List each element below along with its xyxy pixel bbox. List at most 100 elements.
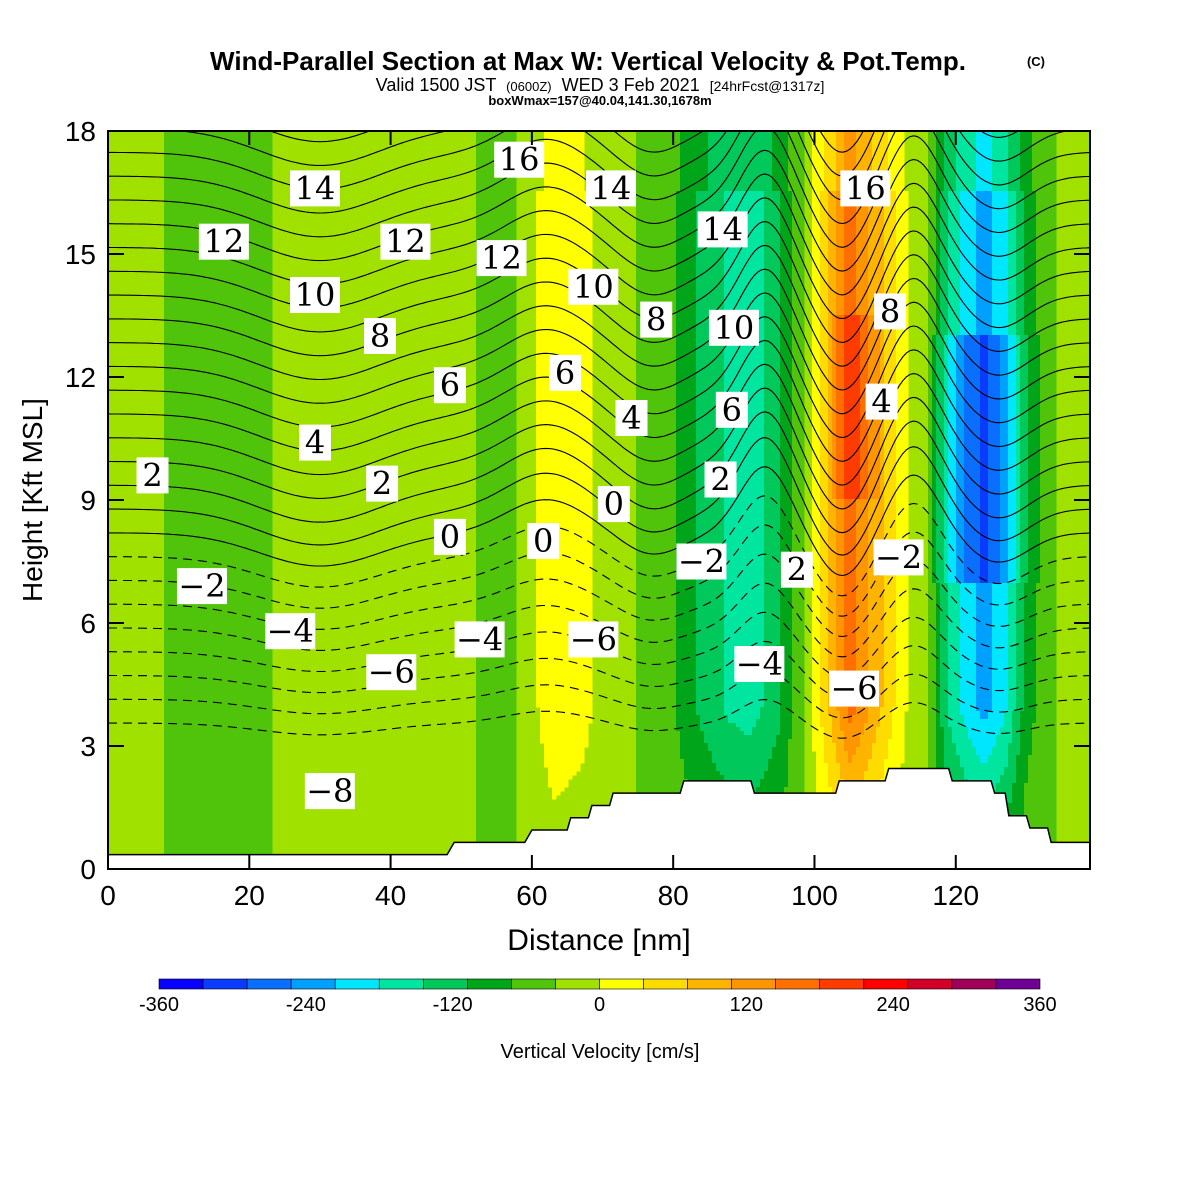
velocity-cell [252, 135, 257, 140]
velocity-cell [168, 583, 173, 588]
velocity-cell [240, 403, 245, 408]
velocity-cell [204, 727, 209, 732]
velocity-cell [240, 263, 245, 268]
velocity-cell [192, 311, 197, 316]
velocity-cell [220, 627, 225, 632]
velocity-cell [212, 455, 217, 460]
velocity-cell [208, 319, 213, 324]
velocity-cell [208, 699, 213, 704]
velocity-cell [240, 439, 245, 444]
velocity-cell [188, 687, 193, 692]
velocity-cell [176, 471, 181, 476]
velocity-cell [184, 495, 189, 500]
velocity-cell [196, 795, 201, 800]
velocity-cell [164, 411, 169, 416]
velocity-cell [224, 491, 229, 496]
velocity-cell [260, 743, 265, 748]
velocity-cell [264, 823, 269, 828]
velocity-cell [252, 803, 257, 808]
velocity-cell [172, 207, 177, 212]
velocity-cell [228, 167, 233, 172]
velocity-cell [260, 231, 265, 236]
velocity-cell [188, 603, 193, 608]
velocity-cell [180, 511, 185, 516]
velocity-cell [164, 207, 169, 212]
velocity-cell [188, 339, 193, 344]
velocity-cell [248, 651, 253, 656]
velocity-cell [184, 823, 189, 828]
velocity-cell [188, 827, 193, 832]
velocity-cell [180, 263, 185, 268]
velocity-cell [208, 799, 213, 804]
velocity-cell [208, 339, 213, 344]
velocity-cell [252, 443, 257, 448]
velocity-cell [248, 319, 253, 324]
velocity-cell [188, 275, 193, 280]
velocity-cell [220, 655, 225, 660]
velocity-cell [268, 683, 273, 688]
velocity-cell [196, 271, 201, 276]
velocity-cell [236, 427, 241, 432]
velocity-cell [172, 479, 177, 484]
velocity-cell [184, 755, 189, 760]
velocity-cell [220, 475, 225, 480]
velocity-cell [192, 659, 197, 664]
velocity-cell [260, 775, 265, 780]
velocity-cell [236, 407, 241, 412]
velocity-cell [264, 675, 269, 680]
velocity-cell [248, 607, 253, 612]
velocity-cell [248, 367, 253, 372]
velocity-cell [172, 335, 177, 340]
velocity-cell [220, 699, 225, 704]
velocity-cell [240, 815, 245, 820]
velocity-cell [228, 279, 233, 284]
velocity-cell [252, 763, 257, 768]
velocity-cell [168, 403, 173, 408]
velocity-cell [172, 315, 177, 320]
velocity-cell [256, 491, 261, 496]
velocity-cell [184, 551, 189, 556]
velocity-cell [184, 323, 189, 328]
velocity-cell [240, 747, 245, 752]
velocity-cell [268, 403, 273, 408]
velocity-cell [260, 791, 265, 796]
velocity-cell [180, 827, 185, 832]
velocity-cell [260, 499, 265, 504]
velocity-cell [204, 151, 209, 156]
velocity-cell [212, 479, 217, 484]
velocity-cell [196, 175, 201, 180]
velocity-cell [228, 615, 233, 620]
velocity-cell [268, 743, 273, 748]
velocity-cell [248, 619, 253, 624]
velocity-cell [248, 819, 253, 824]
velocity-cell [176, 275, 181, 280]
velocity-cell [244, 799, 249, 804]
velocity-cell [164, 379, 169, 384]
velocity-cell [244, 139, 249, 144]
velocity-cell [220, 743, 225, 748]
velocity-cell [240, 495, 245, 500]
velocity-cell [172, 847, 177, 852]
velocity-cell [208, 651, 213, 656]
velocity-cell [252, 511, 257, 516]
velocity-cell [208, 163, 213, 168]
velocity-cell [220, 515, 225, 520]
velocity-cell [164, 319, 169, 324]
velocity-cell [196, 603, 201, 608]
velocity-cell [264, 335, 269, 340]
velocity-cell [176, 223, 181, 228]
velocity-cell [260, 307, 265, 312]
velocity-cell [188, 715, 193, 720]
velocity-cell [172, 379, 177, 384]
velocity-cell [244, 419, 249, 424]
velocity-cell [176, 551, 181, 556]
velocity-cell [172, 643, 177, 648]
velocity-cell [252, 315, 257, 320]
velocity-cell [176, 639, 181, 644]
velocity-cell [180, 323, 185, 328]
velocity-cell [184, 235, 189, 240]
velocity-cell [232, 807, 237, 812]
velocity-cell [228, 339, 233, 344]
velocity-cell [216, 559, 221, 564]
velocity-cell [188, 387, 193, 392]
